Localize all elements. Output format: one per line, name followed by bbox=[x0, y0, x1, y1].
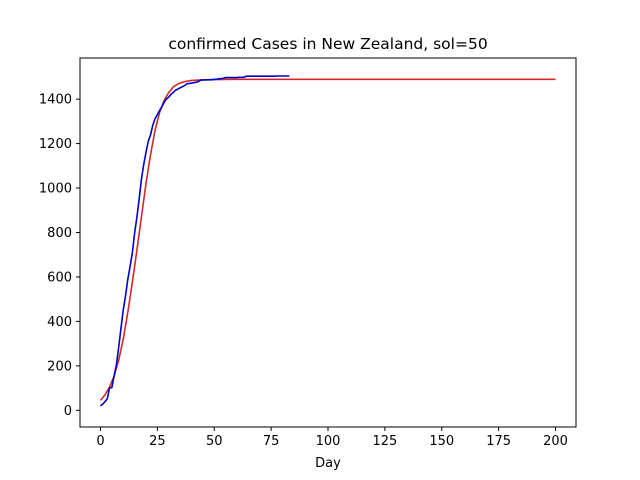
series-line-1 bbox=[99, 75, 290, 407]
y-tick-label: 1000 bbox=[39, 182, 72, 197]
y-axis: 0 200 400 600 800 1000 1200 1400 bbox=[39, 93, 80, 419]
y-tick-label: 0 bbox=[64, 404, 72, 419]
y-tick-label: 1400 bbox=[39, 93, 72, 108]
y-tick-label: 1200 bbox=[39, 137, 72, 152]
x-tick-label: 25 bbox=[149, 434, 166, 449]
x-tick-label: 75 bbox=[263, 434, 280, 449]
y-tick-label: 800 bbox=[47, 226, 72, 241]
x-tick-label: 100 bbox=[316, 434, 341, 449]
chart-title: confirmed Cases in New Zealand, sol=50 bbox=[168, 35, 487, 53]
x-tick-label: 150 bbox=[429, 434, 454, 449]
series-line-0 bbox=[99, 78, 556, 401]
y-tick-label: 200 bbox=[47, 359, 72, 374]
x-axis-label: Day bbox=[315, 456, 341, 471]
y-tick-label: 400 bbox=[47, 315, 72, 330]
y-tick-label: 600 bbox=[47, 270, 72, 285]
series-layer bbox=[99, 75, 556, 407]
x-tick-label: 50 bbox=[206, 434, 223, 449]
x-axis: 0 25 50 75 100 125 150 175 200 bbox=[96, 427, 568, 449]
x-tick-label: 175 bbox=[486, 434, 511, 449]
x-tick-label: 200 bbox=[543, 434, 568, 449]
x-tick-label: 0 bbox=[96, 434, 104, 449]
x-tick-label: 125 bbox=[372, 434, 397, 449]
